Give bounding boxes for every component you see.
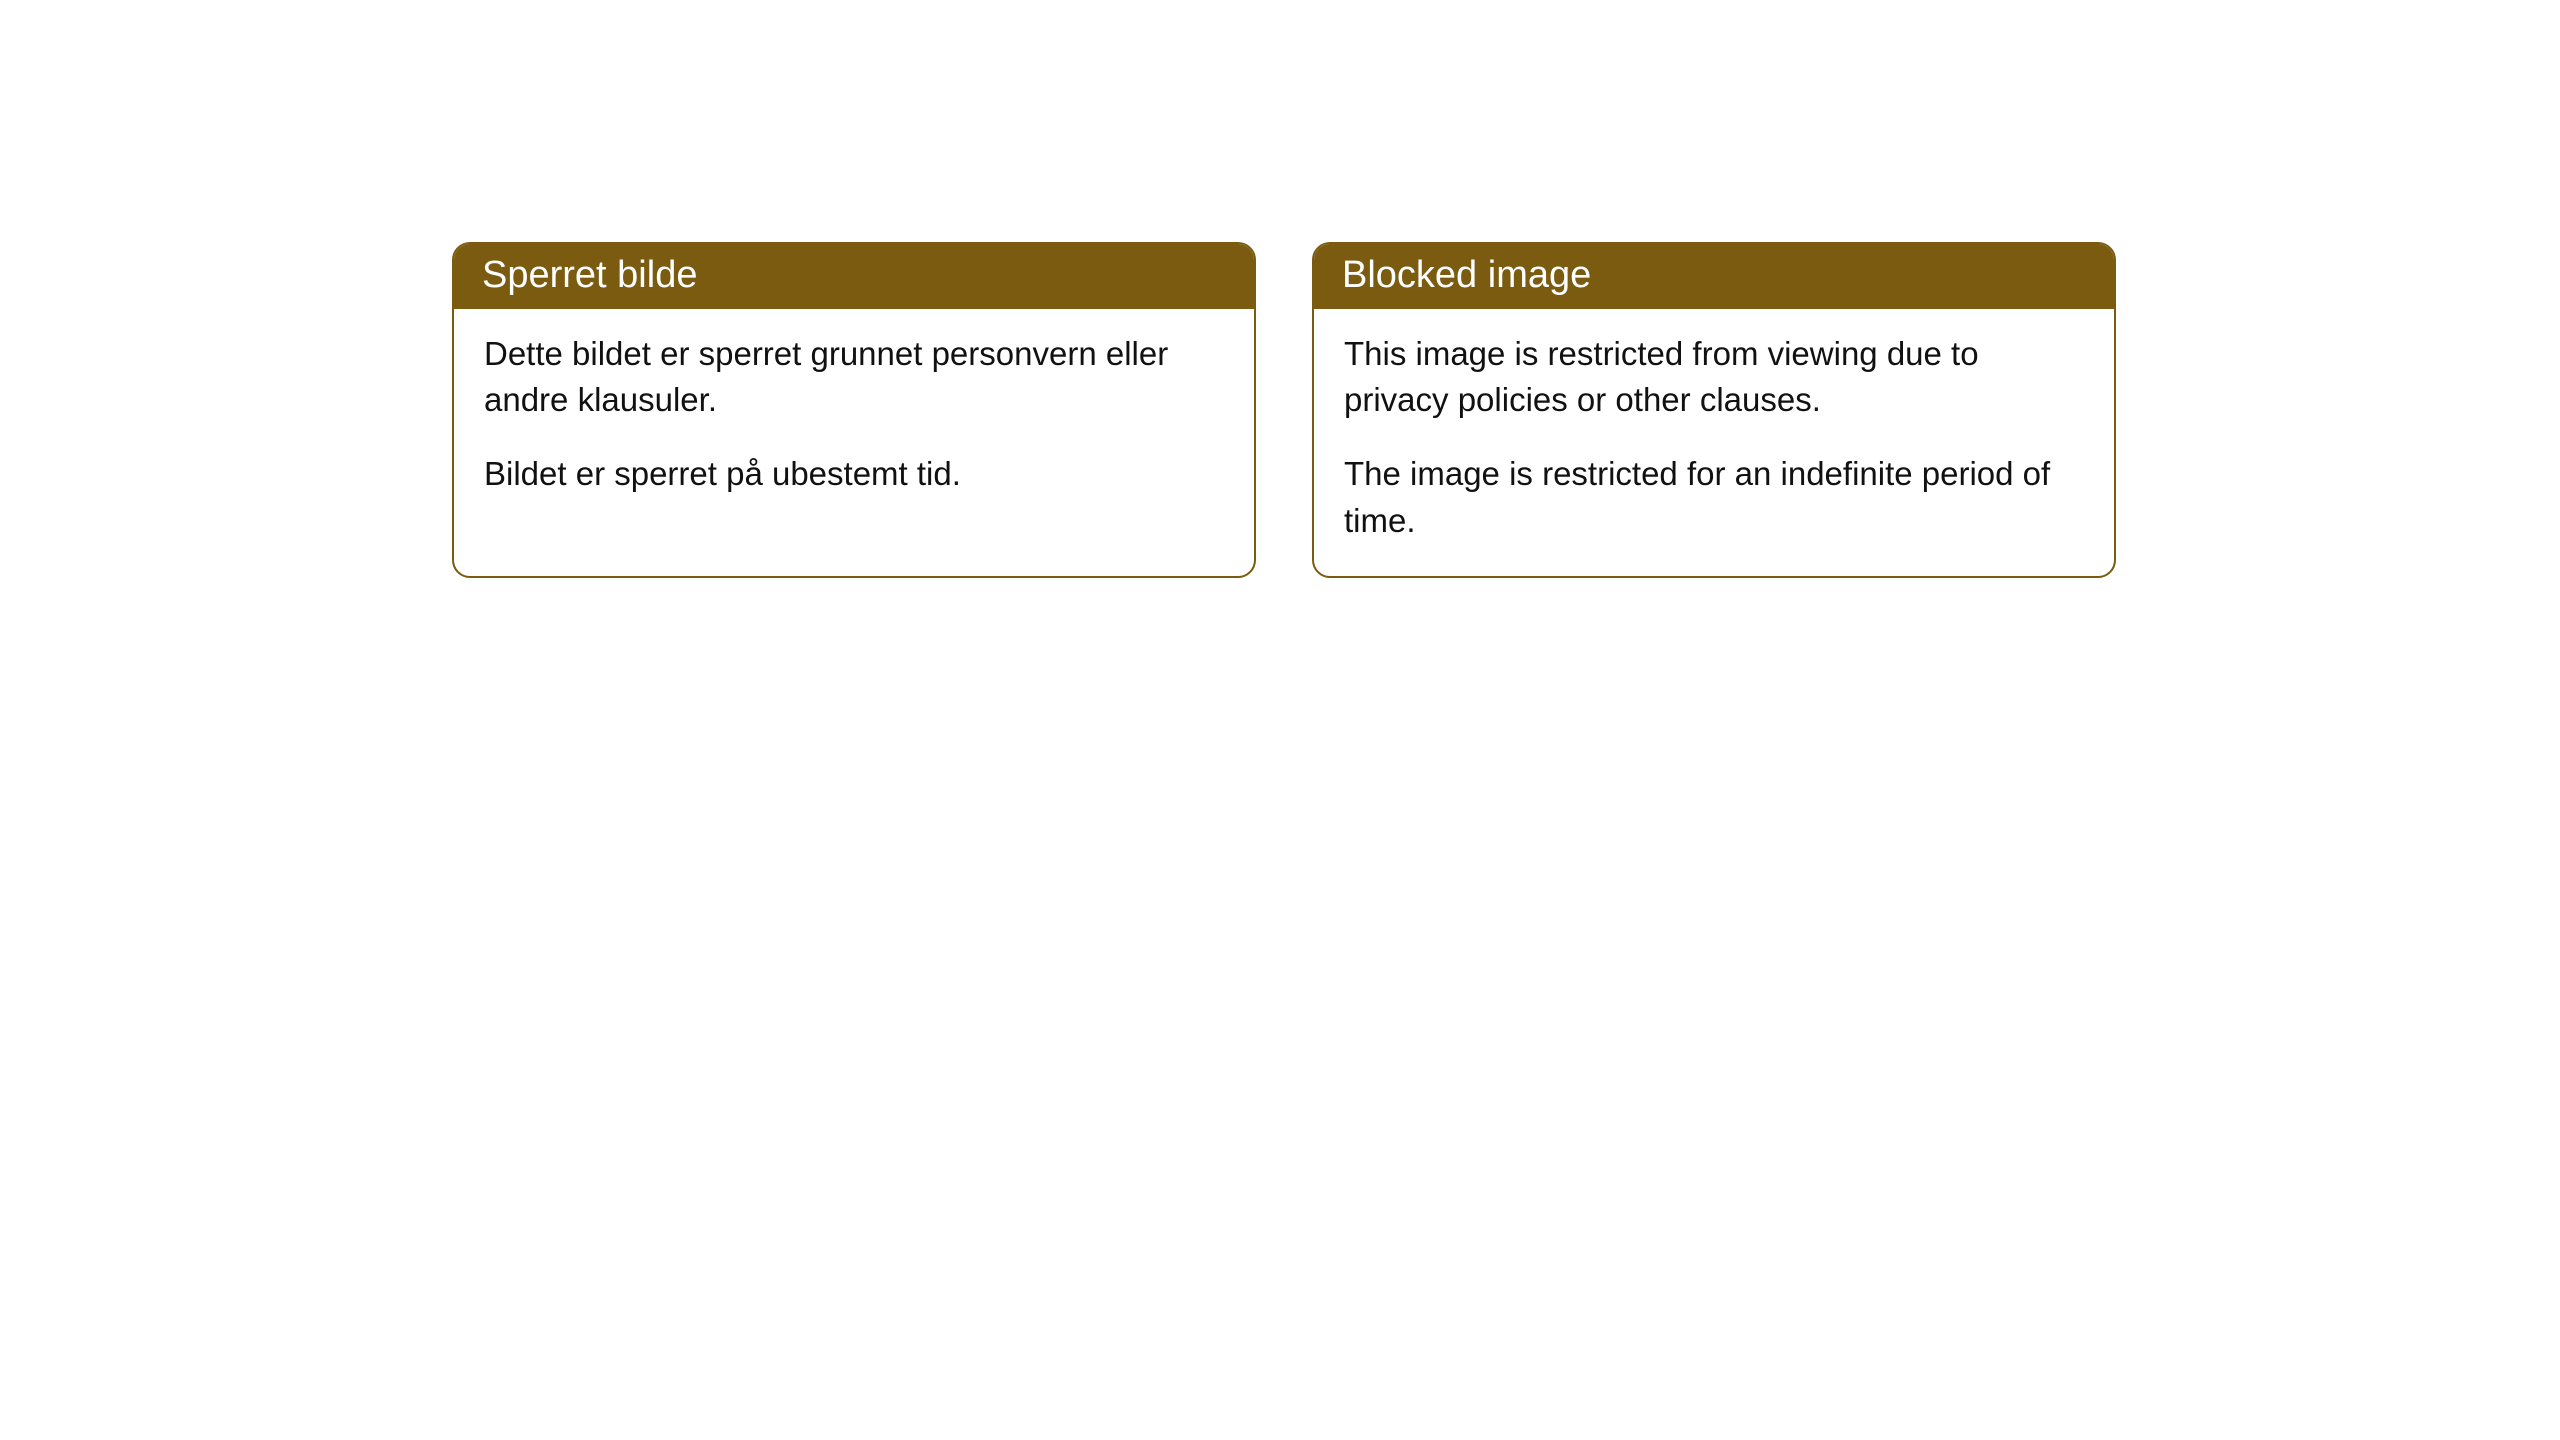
- card-title: Blocked image: [1342, 254, 1591, 296]
- card-header: Blocked image: [1314, 244, 2114, 309]
- card-header: Sperret bilde: [454, 244, 1254, 309]
- blocked-image-card-norwegian: Sperret bilde Dette bildet er sperret gr…: [452, 242, 1256, 578]
- card-paragraph: This image is restricted from viewing du…: [1344, 331, 2084, 423]
- notice-cards-container: Sperret bilde Dette bildet er sperret gr…: [452, 242, 2560, 578]
- card-title: Sperret bilde: [482, 254, 697, 296]
- card-paragraph: The image is restricted for an indefinit…: [1344, 451, 2084, 543]
- card-paragraph: Dette bildet er sperret grunnet personve…: [484, 331, 1224, 423]
- blocked-image-card-english: Blocked image This image is restricted f…: [1312, 242, 2116, 578]
- card-body: This image is restricted from viewing du…: [1314, 309, 2114, 576]
- card-paragraph: Bildet er sperret på ubestemt tid.: [484, 451, 1224, 497]
- card-body: Dette bildet er sperret grunnet personve…: [454, 309, 1254, 530]
